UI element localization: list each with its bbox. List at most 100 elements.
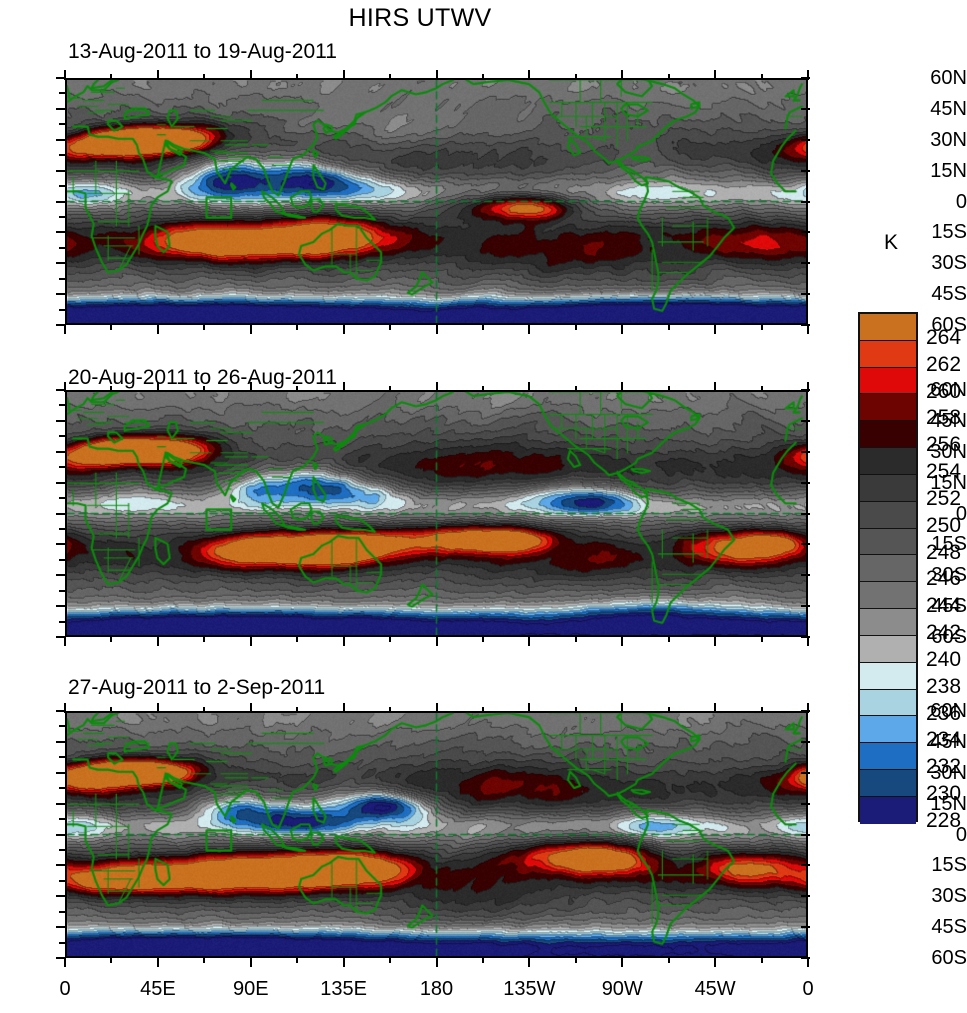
y-axis-tick-right <box>801 512 810 515</box>
y-axis-tick-right <box>801 262 810 265</box>
colorbar-band <box>860 743 916 771</box>
x-axis-tick-top <box>528 70 531 80</box>
x-axis-tick <box>64 957 66 967</box>
y-axis-tick-label: 60S <box>931 314 967 336</box>
y-axis-tick <box>56 262 65 265</box>
y-axis-minor-tick <box>59 277 65 280</box>
y-axis-tick <box>56 864 65 867</box>
x-axis-minor-tick-top <box>203 707 206 713</box>
x-axis-tick-top <box>64 70 66 80</box>
colorbar-band <box>860 448 916 475</box>
y-axis-tick-label: 45S <box>931 916 967 939</box>
x-axis-tick-label: 135E <box>320 978 367 1000</box>
y-axis-tick-right <box>801 771 810 774</box>
x-axis-tick-label: 0 <box>59 978 71 1000</box>
x-axis-tick <box>64 324 66 334</box>
y-axis-tick-label: 0 <box>955 823 967 846</box>
x-axis-tick <box>64 636 66 646</box>
y-axis-tick <box>56 481 65 484</box>
colorbar-band <box>860 609 916 636</box>
y-axis-tick-right <box>801 231 810 234</box>
x-axis-tick-top <box>249 382 252 392</box>
colorbar-tick-label: 264 <box>926 325 962 349</box>
panel-title-2: 20-Aug-2011 to 26-Aug-2011 <box>68 366 337 389</box>
y-axis-tick <box>56 200 65 203</box>
y-axis-minor-tick <box>59 246 65 249</box>
x-axis-minor-tick-top <box>574 707 577 713</box>
x-axis-minor-tick-top <box>110 707 113 713</box>
y-axis-tick-right <box>801 740 810 743</box>
colorbar-band <box>860 314 916 341</box>
y-axis-tick-right <box>801 138 810 141</box>
y-axis-minor-tick <box>59 154 65 157</box>
y-axis-tick-label: 45N <box>930 97 967 120</box>
x-axis-tick <box>714 324 717 334</box>
y-axis-tick <box>56 710 65 712</box>
y-axis-tick-label: 30S <box>931 885 967 908</box>
y-axis-tick-right <box>801 481 810 484</box>
colorbar-tick-label: 244 <box>926 594 962 618</box>
map-panel-1 <box>65 78 808 325</box>
y-axis-tick <box>56 324 65 326</box>
colorbar-band <box>860 394 916 422</box>
x-axis-tick-label: 180 <box>419 978 454 1000</box>
colorbar-band <box>860 501 916 529</box>
x-axis-minor-tick-top <box>667 386 670 392</box>
x-axis-tick <box>807 324 809 334</box>
y-axis-tick-label: 15S <box>931 854 967 877</box>
x-axis-minor-tick-top <box>110 386 113 392</box>
colorbar-band <box>860 796 916 824</box>
colorbar-band <box>860 635 916 663</box>
y-axis-tick-label: 30S <box>931 252 967 275</box>
y-axis-minor-tick <box>59 527 65 530</box>
x-axis-minor-tick-top <box>481 74 484 80</box>
y-axis-minor-tick <box>59 123 65 126</box>
y-axis-tick <box>56 231 65 234</box>
map-canvas-1 <box>67 80 806 323</box>
y-axis-tick <box>56 138 65 141</box>
x-axis-tick-top <box>156 382 159 392</box>
x-axis-tick-top <box>621 382 624 392</box>
x-axis-minor-tick-top <box>760 74 763 80</box>
colorbar-tick-label: 258 <box>926 406 962 430</box>
colorbar-band <box>860 474 916 502</box>
colorbar-band <box>860 555 916 583</box>
x-axis-tick <box>807 636 809 646</box>
y-axis-minor-tick <box>59 308 65 311</box>
y-axis-tick-right <box>801 833 810 836</box>
x-axis-minor-tick <box>296 957 299 963</box>
colorbar-tick-label: 236 <box>926 701 962 725</box>
x-axis-minor-tick <box>481 636 484 642</box>
y-axis-tick-right <box>801 802 810 805</box>
y-axis-tick-label: 45S <box>931 283 967 306</box>
x-axis-tick-top <box>714 703 717 713</box>
x-axis-tick <box>714 957 717 967</box>
y-axis-tick-label: 45S <box>931 595 967 618</box>
x-axis-tick-top <box>714 382 717 392</box>
colorbar-tick-label: 246 <box>926 567 962 591</box>
y-axis-tick-label: 30N <box>930 761 967 784</box>
x-axis-tick-top <box>156 70 159 80</box>
y-axis-tick-right <box>801 957 810 959</box>
colorbar-band <box>860 528 916 556</box>
x-axis-minor-tick-top <box>574 74 577 80</box>
x-axis-tick <box>249 957 252 967</box>
y-axis-tick <box>56 107 65 110</box>
x-axis-minor-tick <box>389 324 392 330</box>
x-axis-minor-tick-top <box>481 386 484 392</box>
y-axis-tick <box>56 833 65 836</box>
x-axis-tick-top <box>64 382 66 392</box>
colorbar-tick-label: 240 <box>926 647 962 671</box>
x-axis-minor-tick-top <box>296 386 299 392</box>
y-axis-tick <box>56 574 65 577</box>
colorbar-tick-label: 254 <box>926 460 962 484</box>
y-axis-tick-right <box>801 926 810 929</box>
x-axis-minor-tick <box>481 957 484 963</box>
y-axis-tick <box>56 895 65 898</box>
panel-title-3: 27-Aug-2011 to 2-Sep-2011 <box>68 676 326 699</box>
x-axis-tick <box>621 636 624 646</box>
y-axis-tick <box>56 419 65 422</box>
colorbar-tick-label: 262 <box>926 352 962 376</box>
y-axis-tick-right <box>801 77 810 79</box>
y-axis-minor-tick <box>59 466 65 469</box>
